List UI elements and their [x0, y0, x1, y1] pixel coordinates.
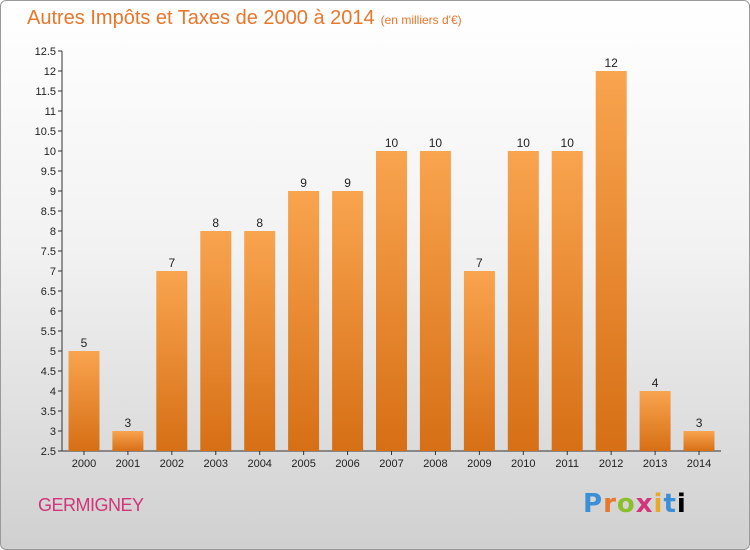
bar-value-label: 10 — [561, 136, 575, 150]
y-tick-label: 6.5 — [41, 286, 56, 298]
x-tick-label: 2003 — [204, 458, 228, 470]
bar-2002 — [156, 271, 188, 451]
x-tick-label: 2012 — [599, 458, 623, 470]
y-tick-label: 4 — [50, 386, 56, 398]
x-tick-label: 2001 — [116, 458, 140, 470]
x-tick-label: 2010 — [511, 458, 535, 470]
y-tick-label: 9 — [50, 186, 56, 198]
bar-2007 — [376, 151, 407, 451]
x-tick-label: 2013 — [643, 458, 667, 470]
bar-2004 — [244, 231, 276, 451]
bar-value-label: 7 — [168, 256, 175, 270]
bar-value-label: 8 — [212, 216, 219, 230]
y-tick-label: 11 — [45, 106, 56, 118]
y-tick-label: 8.5 — [41, 206, 56, 218]
bar-2005 — [288, 191, 320, 451]
proxiti-logo: Proxiti — [583, 489, 687, 519]
bar-value-label: 8 — [256, 216, 263, 230]
bar-value-label: 10 — [385, 136, 399, 150]
bar-2013 — [639, 391, 671, 451]
chart-title: Autres Impôts et Taxes de 2000 à 2014 (en… — [27, 7, 462, 30]
y-tick-label: 3 — [50, 426, 56, 438]
bar-value-label: 7 — [476, 256, 483, 270]
y-tick-label: 8 — [50, 226, 56, 238]
bar-value-label: 3 — [696, 416, 703, 430]
bar-value-label: 3 — [125, 416, 132, 430]
location-label: GERMIGNEY — [38, 495, 144, 515]
x-tick-label: 2014 — [687, 458, 711, 470]
y-tick-label: 4.5 — [41, 366, 56, 378]
bar-value-label: 10 — [429, 136, 443, 150]
x-tick-label: 2011 — [555, 458, 579, 470]
x-tick-label: 2000 — [72, 458, 96, 470]
chart-title-text: Autres Impôts et Taxes de 2000 à 2014 — [27, 7, 375, 29]
bar-2008 — [419, 151, 451, 451]
y-tick-label: 2.5 — [41, 446, 56, 458]
bar-value-label: 12 — [604, 56, 618, 70]
x-tick-label: 2008 — [423, 458, 447, 470]
bar-2003 — [200, 231, 232, 451]
y-tick-label: 3.5 — [41, 406, 56, 418]
x-tick-label: 2004 — [247, 458, 271, 470]
bar-2006 — [332, 191, 364, 451]
bar-value-label: 9 — [344, 176, 351, 190]
y-tick-label: 7 — [50, 266, 56, 278]
bar-2009 — [463, 271, 495, 451]
bar-value-label: 5 — [81, 336, 88, 350]
bar-2000 — [68, 351, 100, 451]
y-tick-label: 10.5 — [35, 126, 56, 138]
x-tick-label: 2002 — [160, 458, 184, 470]
bar-2010 — [507, 151, 539, 451]
bar-value-label: 9 — [300, 176, 307, 190]
bar-value-label: 4 — [652, 376, 659, 390]
chart-unit: (en milliers d'€) — [380, 13, 462, 27]
y-tick-label: 7.5 — [41, 246, 56, 258]
y-tick-label: 5 — [50, 346, 56, 358]
y-tick-label: 12.5 — [35, 46, 56, 58]
x-tick-label: 2005 — [291, 458, 315, 470]
bar-2011 — [551, 151, 583, 451]
bar-value-label: 10 — [517, 136, 531, 150]
bar-2012 — [595, 71, 627, 451]
y-tick-label: 10 — [44, 146, 56, 158]
bar-2001 — [112, 431, 144, 451]
y-tick-label: 9.5 — [41, 166, 56, 178]
x-tick-label: 2007 — [379, 458, 403, 470]
x-tick-label: 2006 — [335, 458, 359, 470]
y-tick-label: 5.5 — [41, 326, 56, 338]
y-tick-label: 6 — [50, 306, 56, 318]
y-tick-label: 12 — [44, 66, 56, 78]
bar-2014 — [683, 431, 715, 451]
y-tick-label: 11.5 — [35, 86, 56, 98]
x-tick-label: 2009 — [467, 458, 491, 470]
